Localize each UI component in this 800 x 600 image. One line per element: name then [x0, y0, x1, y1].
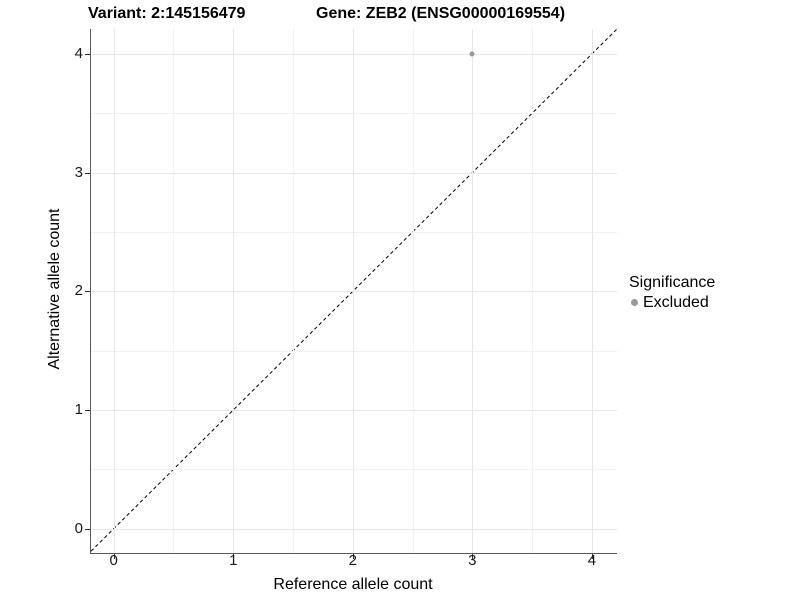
- y-major-gridline: [91, 53, 617, 55]
- x-tick-label: 3: [468, 552, 477, 569]
- x-major-gridline: [233, 29, 235, 553]
- y-minor-gridline: [91, 469, 617, 471]
- y-tick-mark: [85, 172, 90, 174]
- x-tick-mark: [591, 554, 593, 559]
- legend-title: Significance: [629, 274, 716, 291]
- variant-title: Variant: 2:145156479: [88, 5, 246, 22]
- x-tick-mark: [352, 554, 354, 559]
- x-tick-mark: [233, 554, 235, 559]
- y-tick-mark: [85, 409, 90, 411]
- y-major-gridline: [91, 528, 617, 530]
- y-tick-label: 3: [74, 163, 83, 181]
- x-axis-title: Reference allele count: [273, 576, 433, 593]
- x-tick-mark: [472, 554, 474, 559]
- x-tick-mark: [113, 554, 115, 559]
- y-tick-label: 4: [74, 44, 83, 62]
- y-minor-gridline: [91, 113, 617, 115]
- x-major-gridline: [591, 29, 593, 553]
- plot-panel: [90, 28, 618, 554]
- x-major-gridline: [352, 29, 354, 553]
- y-minor-gridline: [91, 231, 617, 233]
- x-major-gridline: [472, 29, 474, 553]
- legend-point-swatch: [631, 299, 638, 306]
- gene-title: Gene: ZEB2 (ENSG00000169554): [316, 5, 566, 22]
- x-tick-label: 1: [229, 552, 238, 569]
- y-tick-mark: [85, 291, 90, 293]
- y-major-gridline: [91, 172, 617, 174]
- x-major-gridline: [113, 29, 115, 553]
- data-point: [469, 51, 475, 57]
- legend-item: Excluded: [629, 293, 715, 312]
- x-tick-label: 4: [587, 552, 597, 569]
- legend: Significance Excluded: [629, 273, 715, 312]
- x-minor-gridline: [173, 29, 175, 553]
- y-major-gridline: [91, 409, 617, 411]
- identity-reference-line: [90, 28, 618, 552]
- y-tick-label: 1: [74, 400, 83, 418]
- y-major-gridline: [91, 291, 617, 293]
- y-tick-mark: [85, 53, 90, 55]
- x-minor-gridline: [532, 29, 534, 553]
- legend-item-label: Excluded: [643, 294, 709, 311]
- x-tick-label: 2: [348, 552, 357, 569]
- y-tick-label: 2: [74, 282, 83, 300]
- x-tick-label: 0: [109, 552, 118, 569]
- x-minor-gridline: [412, 29, 414, 553]
- x-minor-gridline: [293, 29, 295, 553]
- y-tick-mark: [85, 528, 90, 530]
- y-minor-gridline: [91, 350, 617, 352]
- y-tick-label: 0: [74, 519, 83, 537]
